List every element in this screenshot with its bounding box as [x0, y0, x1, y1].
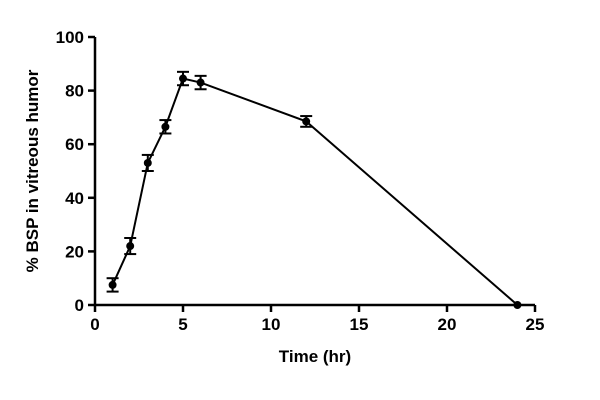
data-point-3 [161, 122, 170, 131]
data-point-4 [179, 74, 187, 83]
series-line-0 [111, 77, 519, 306]
data-point-1 [126, 242, 135, 251]
data-point-6 [302, 117, 311, 126]
y-tick-label-5: 100 [56, 28, 84, 47]
data-point-2 [143, 158, 152, 167]
data-point-5 [196, 78, 205, 87]
x-tick-label-3: 15 [350, 315, 369, 334]
y-tick-label-0: 0 [75, 296, 84, 315]
data-point-0 [108, 280, 117, 289]
x-axis-title: Time (hr) [279, 347, 351, 366]
y-tick-label-4: 80 [65, 82, 84, 101]
y-tick-label-3: 60 [65, 135, 84, 154]
x-tick-label-5: 25 [526, 315, 545, 334]
x-tick-label-2: 10 [262, 315, 281, 334]
x-tick-label-0: 0 [90, 315, 99, 334]
x-tick-label-4: 20 [438, 315, 457, 334]
axes [93, 37, 535, 307]
x-tick-label-1: 5 [178, 315, 187, 334]
data-point-7 [513, 301, 522, 309]
y-tick-label-1: 20 [65, 242, 84, 261]
series [106, 70, 522, 309]
y-axis-title: % BSP in vitreous humor [23, 69, 42, 272]
y-tick-label-2: 40 [65, 189, 84, 208]
ticks: 0 5 10 15 20 25 0 20 40 60 80 100 [56, 28, 545, 334]
